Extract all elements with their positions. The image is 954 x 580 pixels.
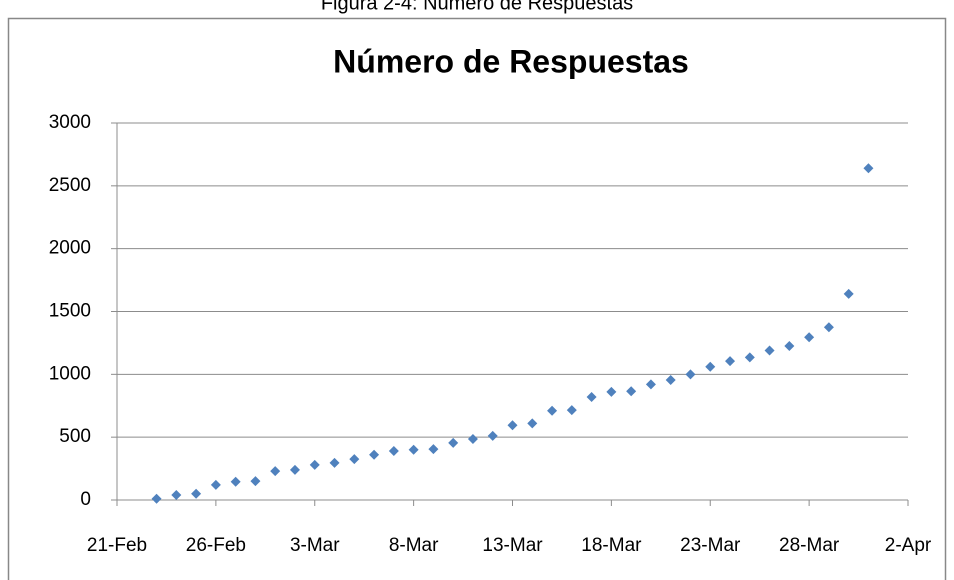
- point: [428, 444, 439, 455]
- point: [151, 493, 162, 504]
- y-tick-label: 3000: [49, 112, 91, 133]
- point: [369, 449, 380, 460]
- x-tick-label: 3-Mar: [290, 535, 340, 556]
- point: [645, 379, 656, 390]
- point: [210, 479, 221, 490]
- point: [566, 405, 577, 416]
- point: [171, 489, 182, 500]
- x-tick-label: 13-Mar: [482, 535, 543, 556]
- point: [764, 345, 775, 356]
- point: [191, 488, 202, 499]
- point: [586, 391, 597, 402]
- point: [289, 464, 300, 475]
- point: [606, 386, 617, 397]
- y-tick-label: 2000: [49, 238, 91, 259]
- point: [784, 341, 795, 352]
- y-tick-label: 2500: [49, 175, 91, 196]
- point: [349, 454, 360, 465]
- x-tick-label: 8-Mar: [389, 535, 439, 556]
- point: [843, 288, 854, 299]
- point: [270, 466, 281, 477]
- point: [230, 476, 241, 487]
- y-tick-label: 0: [80, 489, 91, 510]
- point: [725, 356, 736, 367]
- x-tick-label: 21-Feb: [87, 535, 147, 556]
- point: [804, 332, 815, 343]
- point: [665, 374, 676, 385]
- y-tick-label: 1000: [49, 363, 91, 384]
- point: [487, 430, 498, 441]
- point: [744, 352, 755, 363]
- x-tick-label: 18-Mar: [581, 535, 642, 556]
- point: [388, 445, 399, 456]
- point: [467, 434, 478, 445]
- x-tick-label: 2-Apr: [885, 535, 932, 556]
- x-tick-label: 26-Feb: [186, 535, 246, 556]
- point: [547, 405, 558, 416]
- point: [527, 418, 538, 429]
- figure-caption: Figura 2-4: Número de Respuestas: [321, 0, 633, 14]
- point: [626, 386, 637, 397]
- x-tick-label: 23-Mar: [680, 535, 741, 556]
- point: [408, 444, 419, 455]
- point: [448, 437, 459, 448]
- chart-title: Número de Respuestas: [333, 43, 689, 79]
- x-tick-label: 28-Mar: [779, 535, 840, 556]
- y-tick-label: 1500: [49, 301, 91, 322]
- point: [863, 163, 874, 174]
- point: [250, 476, 261, 487]
- chart-frame: [7, 17, 947, 580]
- point: [507, 420, 518, 431]
- point: [309, 459, 320, 470]
- point: [705, 361, 716, 372]
- point: [685, 369, 696, 380]
- point: [329, 457, 340, 468]
- point: [823, 322, 834, 333]
- y-tick-label: 500: [59, 426, 91, 447]
